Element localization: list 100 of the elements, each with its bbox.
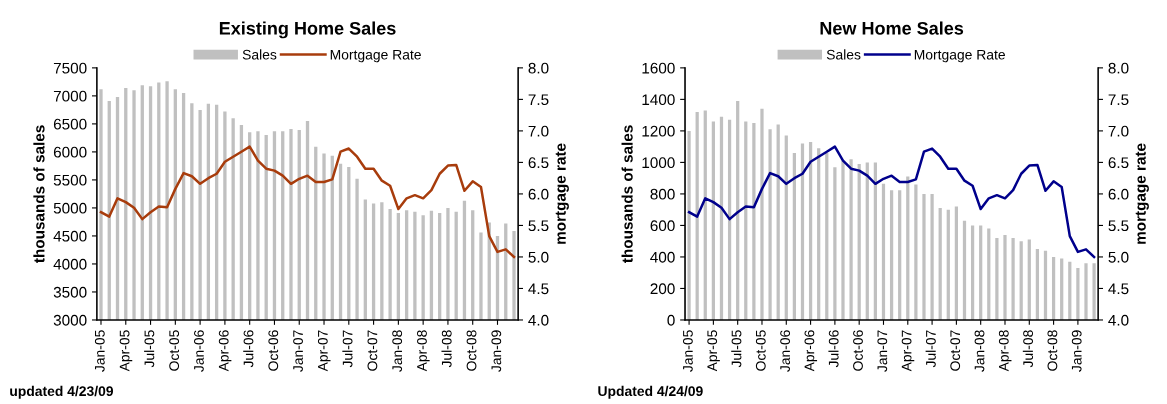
x-tick-label: Jul-07: [342, 330, 353, 368]
legend-label: Sales: [242, 49, 277, 60]
bar: [792, 152, 796, 320]
bar: [1051, 256, 1056, 320]
bar: [760, 108, 764, 320]
y-tick-label: 200: [650, 283, 675, 295]
bar: [1003, 234, 1007, 320]
x-tick-label: Jul-06: [828, 330, 839, 368]
legend-label: Mortgage Rate: [914, 49, 1005, 63]
x-tick-label: Jul-07: [925, 330, 936, 368]
bar: [1019, 241, 1023, 320]
x-tick-label: Jan-09: [491, 330, 502, 372]
bar: [914, 184, 918, 320]
bar: [784, 135, 788, 320]
y-tick-label: 7000: [53, 90, 87, 102]
y2-tick-label: 4.0: [1108, 314, 1129, 326]
bar: [1011, 238, 1015, 320]
y2-axis-title: mortgage rate: [555, 143, 569, 244]
y-tick-label: 6500: [53, 118, 87, 130]
y2-tick-label: 5.0: [1108, 251, 1129, 263]
y-tick-label: 3000: [53, 314, 87, 326]
bar: [865, 162, 869, 320]
y2-tick-label: 6.5: [528, 157, 549, 169]
bar: [873, 162, 878, 320]
x-tick-label: Apr-06: [218, 330, 232, 372]
bar: [946, 209, 950, 320]
bar: [1076, 267, 1080, 320]
y-tick-label: 4500: [53, 230, 87, 242]
bar: [833, 167, 837, 320]
y2-tick-label: 7.0: [528, 125, 549, 137]
y-tick-label: 4000: [53, 258, 87, 270]
x-tick-label: Apr-05: [119, 330, 133, 372]
bar: [1092, 263, 1096, 320]
bar: [898, 190, 902, 320]
legend-label: Mortgage Rate: [330, 49, 421, 63]
y-tick-label: 600: [650, 220, 675, 232]
bar: [695, 111, 699, 320]
x-tick-label: Jan-08: [974, 330, 985, 372]
x-tick-label: Jan-09: [1071, 330, 1082, 372]
x-tick-label: Jul-06: [243, 330, 254, 368]
y-tick-label: 5000: [53, 202, 87, 214]
bar: [808, 141, 813, 320]
y2-tick-label: 7.0: [1108, 125, 1129, 137]
bar: [930, 193, 934, 320]
bar: [719, 116, 724, 320]
line-series: [687, 145, 1096, 259]
bar: [938, 208, 942, 320]
bar: [817, 148, 821, 320]
y2-tick-label: 4.5: [528, 283, 549, 295]
bar: [995, 238, 999, 320]
y2-tick-label: 5.5: [528, 220, 549, 232]
y2-tick-label: 6.5: [1108, 157, 1129, 169]
x-tick-label: Apr-08: [417, 330, 430, 372]
bar: [711, 121, 715, 320]
bar: [736, 100, 740, 320]
bar: [744, 121, 748, 320]
y-tick-label: 400: [650, 251, 675, 263]
line-series: [99, 145, 516, 259]
y2-tick-label: 7.5: [1108, 94, 1129, 106]
bar: [1060, 258, 1064, 320]
bar: [768, 129, 772, 320]
legend-label: Sales: [826, 49, 861, 60]
bar: [979, 225, 983, 320]
y2-axis-title: mortgage rate: [1135, 143, 1149, 244]
x-tick-label: Jul-08: [1022, 330, 1034, 368]
x-tick-label: Jan-08: [392, 330, 403, 372]
y2-tick-label: 5.0: [528, 251, 549, 263]
y-tick-label: 1200: [642, 125, 675, 137]
bar: [922, 193, 926, 320]
y2-tick-label: 6.0: [1108, 188, 1129, 200]
y2-tick-label: 6.0: [528, 188, 549, 200]
y-tick-label: 1400: [642, 94, 675, 106]
x-tick-label: Oct-07: [367, 330, 378, 371]
y-tick-label: 1000: [642, 157, 675, 169]
bar: [889, 190, 894, 320]
bar: [727, 119, 732, 320]
bar: [1043, 250, 1048, 320]
x-tick-label: Jan-06: [780, 330, 791, 372]
bar: [970, 225, 975, 320]
y2-tick-label: 8.0: [1108, 62, 1129, 74]
y2-tick-label: 5.5: [1108, 220, 1129, 232]
x-tick-label: Oct-08: [1047, 330, 1058, 371]
bar: [1035, 249, 1040, 320]
y-tick-label: 0: [667, 314, 675, 326]
x-tick-label: Jan-06: [194, 330, 204, 372]
bar: [752, 123, 756, 320]
y-tick-label: 3500: [53, 286, 87, 298]
x-tick-label: Oct-07: [950, 330, 961, 371]
bar: [1068, 261, 1072, 320]
y-tick-label: 1600: [642, 62, 675, 74]
bar: [954, 206, 959, 320]
y2-tick-label: 8.0: [528, 62, 549, 74]
x-tick-label: Jan-07: [877, 330, 888, 372]
bar: [687, 130, 691, 320]
bar: [987, 228, 991, 320]
y2-tick-label: 7.5: [528, 94, 549, 106]
bar: [1084, 263, 1088, 320]
x-tick-label: Jan-05: [94, 330, 105, 372]
bar: [962, 220, 967, 320]
y-axis-title: thousands of sales: [621, 125, 633, 263]
